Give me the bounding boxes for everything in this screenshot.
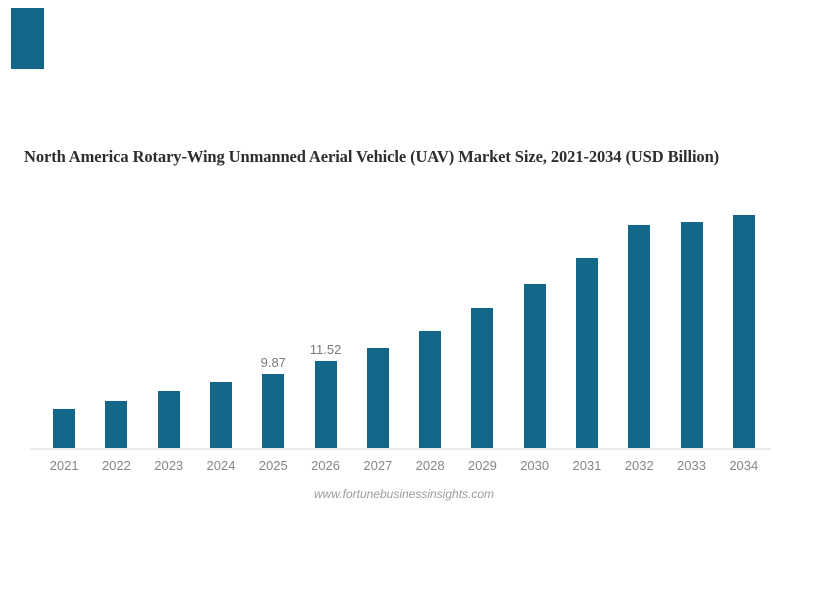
- x-tick-2023: 2023: [154, 458, 184, 473]
- bar-column-2029: [456, 208, 508, 448]
- x-tick-2033: 2033: [677, 458, 706, 473]
- x-tick-2029: 2029: [467, 458, 497, 473]
- x-tick-2022: 2022: [101, 458, 131, 473]
- x-tick-2024: 2024: [206, 458, 236, 473]
- x-tick-2021: 2021: [49, 458, 79, 473]
- bar-column-2024: [195, 208, 247, 448]
- bar-2025: [262, 373, 285, 448]
- x-tick-2025: 2025: [258, 458, 288, 473]
- bar-2023: [157, 391, 180, 448]
- x-tick-2031: 2031: [572, 458, 602, 473]
- bar-column-2026: 11.52: [299, 208, 351, 448]
- bar-2034: [732, 214, 755, 448]
- bar-column-2027: [352, 208, 404, 448]
- bar-2027: [366, 347, 389, 448]
- x-axis-line: [30, 448, 771, 450]
- bar-2026: [314, 361, 337, 448]
- bar-value-label-2026: 11.52: [309, 342, 342, 358]
- bar-2028: [419, 330, 442, 448]
- x-tick-2034: 2034: [729, 458, 759, 473]
- bar-2031: [575, 257, 598, 448]
- bar-2032: [628, 225, 651, 448]
- bar-column-2021: [38, 208, 90, 448]
- bar-column-2023: [143, 208, 195, 448]
- x-tick-2028: 2028: [415, 458, 445, 473]
- x-tick-2030: 2030: [520, 458, 550, 473]
- bar-column-2033: [665, 208, 717, 448]
- source-attribution: www.fortunebusinessinsights.com: [313, 487, 495, 501]
- bar-column-2032: [613, 208, 665, 448]
- bars-area: 9.87 11.52: [38, 208, 770, 448]
- chart-title: North America Rotary-Wing Unmanned Aeria…: [24, 147, 720, 166]
- bar-column-2028: [404, 208, 456, 448]
- x-axis-tick-labels: 2021 2022 2023 2024 2025 2026 2027 2028 2029 2030…: [38, 458, 770, 474]
- bar-column-2034: [718, 208, 770, 448]
- bar-2029: [471, 307, 494, 448]
- bar-2021: [53, 408, 76, 448]
- bar-value-label-2025: 9.87: [260, 354, 286, 370]
- brand-logo-block: [11, 8, 44, 69]
- x-tick-2026: 2026: [311, 458, 340, 473]
- bar-2024: [209, 381, 232, 448]
- bar-2030: [523, 283, 546, 448]
- x-tick-2027: 2027: [363, 458, 393, 473]
- bar-2022: [105, 400, 128, 448]
- bar-column-2031: [561, 208, 613, 448]
- bar-column-2022: [90, 208, 142, 448]
- bar-column-2030: [509, 208, 561, 448]
- bar-column-2025: 9.87: [247, 208, 299, 448]
- x-tick-2032: 2032: [624, 458, 654, 473]
- bar-2033: [680, 222, 703, 448]
